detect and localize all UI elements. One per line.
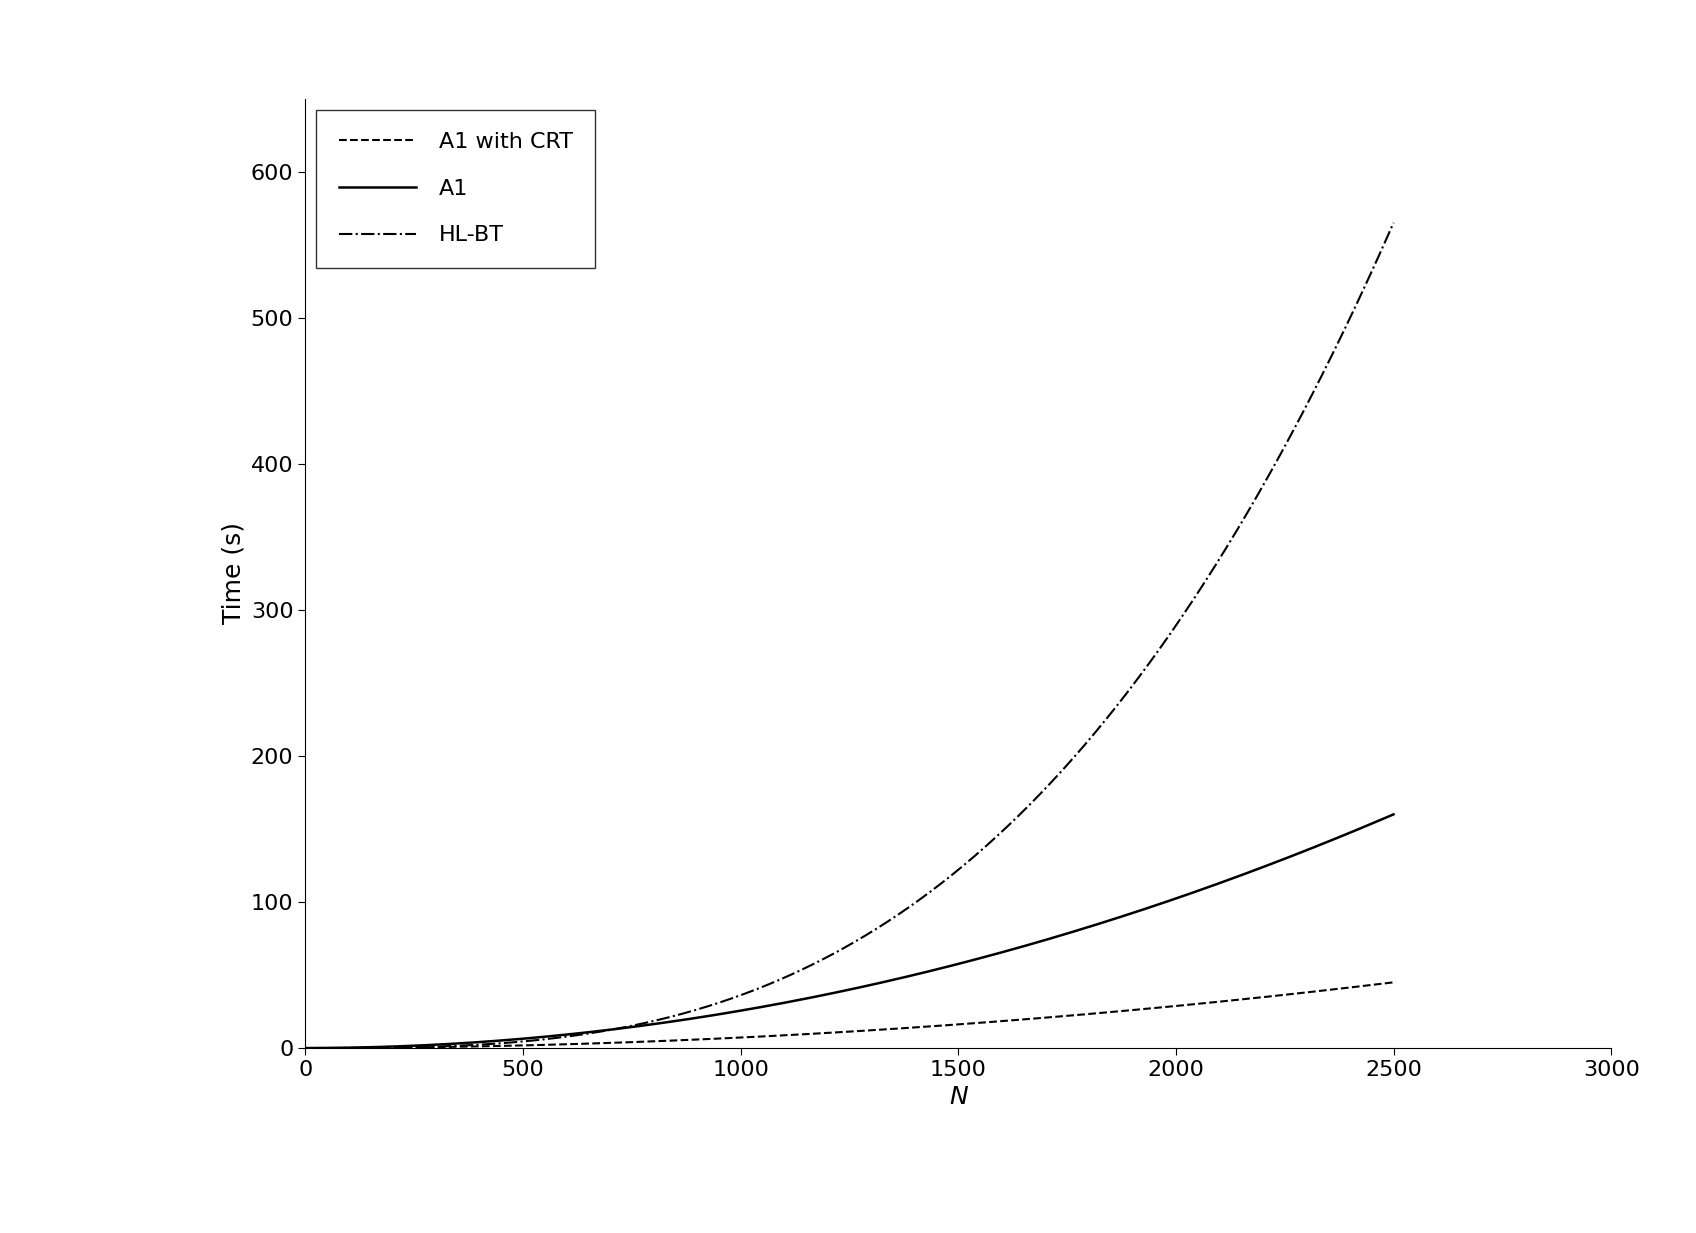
- Line: HL-BT: HL-BT: [305, 223, 1394, 1048]
- A1 with CRT: [295, 1041, 315, 1055]
- Y-axis label: Time (s): Time (s): [220, 523, 246, 624]
- A1 with CRT: [812, 1026, 833, 1041]
- A1: [1384, 806, 1404, 821]
- A1 with CRT: [819, 1026, 840, 1041]
- A1: [943, 958, 963, 973]
- HL-BT: [1187, 586, 1208, 600]
- A1: [1187, 884, 1208, 899]
- A1 with CRT: [1357, 978, 1377, 993]
- HL-BT: [819, 949, 840, 964]
- A1: [812, 988, 833, 1002]
- Line: A1 with CRT: A1 with CRT: [305, 983, 1394, 1048]
- A1: [1357, 817, 1377, 832]
- A1 with CRT: [943, 1017, 963, 1032]
- HL-BT: [1384, 216, 1404, 231]
- HL-BT: [812, 952, 833, 967]
- Legend: A1 with CRT, A1, HL-BT: A1 with CRT, A1, HL-BT: [317, 110, 595, 268]
- HL-BT: [943, 867, 963, 882]
- X-axis label: N: N: [948, 1085, 968, 1110]
- HL-BT: [1357, 274, 1377, 289]
- A1 with CRT: [1187, 996, 1208, 1011]
- A1: [819, 986, 840, 1001]
- HL-BT: [295, 1041, 315, 1055]
- HL-BT: [884, 910, 904, 925]
- A1: [884, 973, 904, 988]
- A1: [295, 1041, 315, 1055]
- A1 with CRT: [1384, 975, 1404, 990]
- A1 with CRT: [884, 1021, 904, 1036]
- Line: A1: A1: [305, 814, 1394, 1048]
